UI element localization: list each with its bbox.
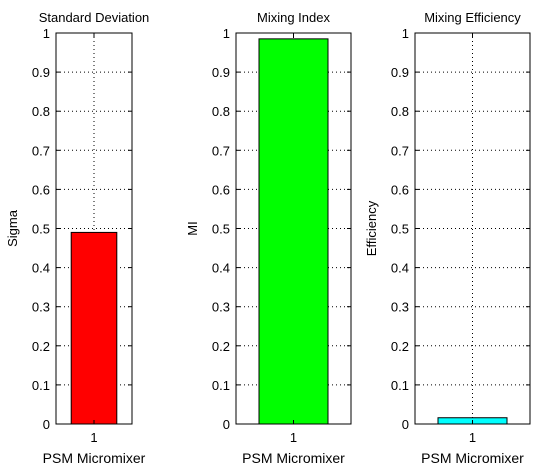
y-tick-label: 0.9 <box>212 65 230 80</box>
subplot-mixing-index: 0 0.1 0.2 0.3 0.4 0.5 0.6 0.7 0.8 0.9 1 1 Mixing Ind… <box>185 10 352 466</box>
y-tick-label: 0.3 <box>391 300 409 315</box>
y-tick-label: 0.1 <box>32 378 50 393</box>
y-axis-label: MI <box>185 221 200 235</box>
bar <box>258 38 329 425</box>
y-tick-label: 1 <box>223 26 230 41</box>
y-tick-label: 0.5 <box>391 222 409 237</box>
y-tick-label: 0.8 <box>32 104 50 119</box>
y-tick-label: 0.7 <box>212 143 230 158</box>
y-tick-label: 0.3 <box>212 300 230 315</box>
y-tick-label: 0.6 <box>212 182 230 197</box>
y-tick-label: 1 <box>402 26 409 41</box>
y-tick-label: 0.4 <box>212 261 230 276</box>
y-axis-label: Sigma <box>5 209 20 247</box>
chart-title: Mixing Index <box>257 10 330 25</box>
y-tick-label: 0.8 <box>212 104 230 119</box>
subplot-mixing-efficiency: 0 0.1 0.2 0.3 0.4 0.5 0.6 0.7 0.8 0.9 1 1 Mixing Eff… <box>364 10 531 466</box>
y-tick-label: 0.1 <box>212 378 230 393</box>
y-tick-label: 0.1 <box>391 378 409 393</box>
y-tick-label: 0.9 <box>32 65 50 80</box>
y-tick-label: 0.4 <box>391 261 409 276</box>
y-tick-label: 0.7 <box>32 143 50 158</box>
y-tick-label: 0.6 <box>32 182 50 197</box>
y-tick-label: 0.9 <box>391 65 409 80</box>
y-tick-label: 0 <box>402 417 409 432</box>
x-axis-label: PSM Micromixer <box>43 450 146 466</box>
y-tick-label: 0 <box>43 417 50 432</box>
y-tick-label: 0.6 <box>391 182 409 197</box>
y-tick-label: 0.2 <box>212 339 230 354</box>
y-tick-label: 1 <box>43 26 50 41</box>
x-tick-label: 1 <box>90 430 97 445</box>
x-axis-label: PSM Micromixer <box>421 450 524 466</box>
y-tick-label: 0.8 <box>391 104 409 119</box>
y-tick-label: 0.5 <box>32 222 50 237</box>
y-tick-label: 0.4 <box>32 261 50 276</box>
y-axis-label: Efficiency <box>364 200 379 256</box>
bar <box>70 231 118 425</box>
chart-title: Mixing Efficiency <box>424 10 521 25</box>
y-tick-label: 0.2 <box>391 339 409 354</box>
y-tick-label: 0.5 <box>212 222 230 237</box>
x-tick-label: 1 <box>290 430 297 445</box>
chart-title: Standard Deviation <box>39 10 150 25</box>
y-tick-label: 0.2 <box>32 339 50 354</box>
plot-area <box>415 33 530 424</box>
x-axis-label: PSM Micromixer <box>242 450 345 466</box>
y-tick-label: 0 <box>223 417 230 432</box>
y-tick-label: 0.3 <box>32 300 50 315</box>
y-tick-label: 0.7 <box>391 143 409 158</box>
x-tick-label: 1 <box>469 430 476 445</box>
